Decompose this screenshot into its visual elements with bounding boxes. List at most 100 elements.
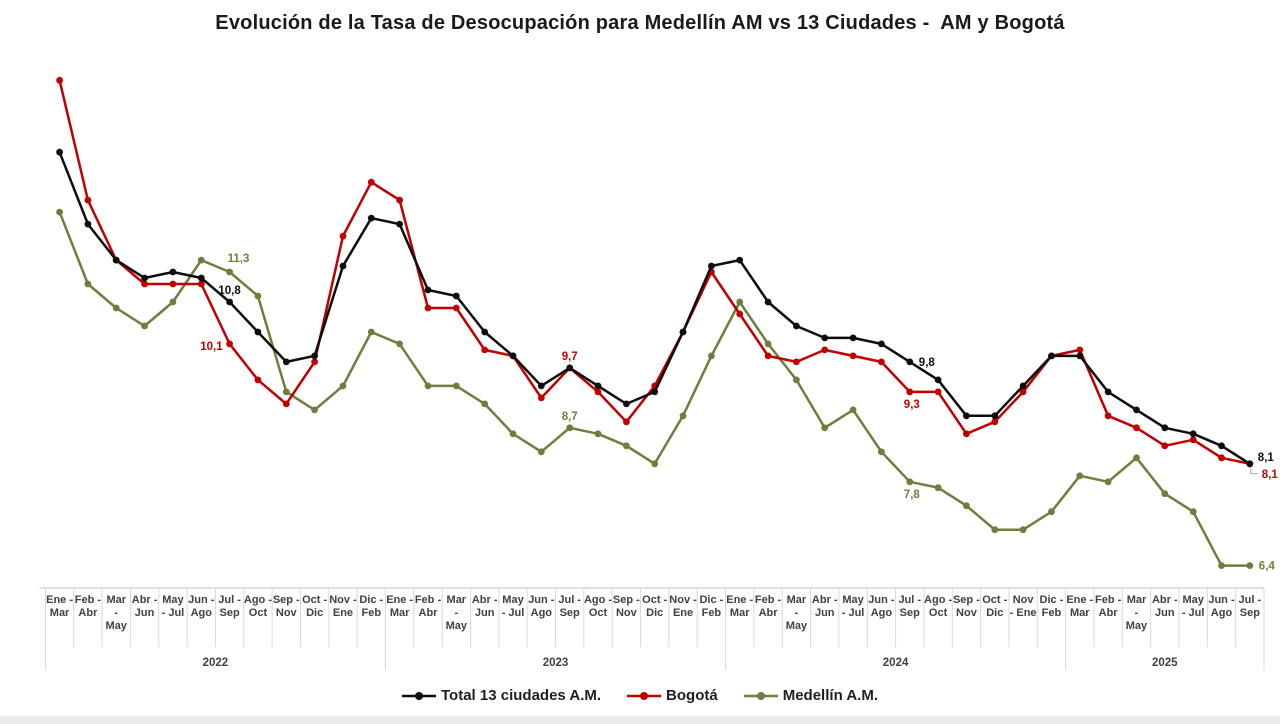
data-point-marker-total-13-ciudades-a-m xyxy=(764,298,772,306)
data-point-marker-medell-n-a-m xyxy=(1246,562,1254,569)
x-axis-category-label: Sep -Nov xyxy=(273,594,300,619)
data-point-marker-total-13-ciudades-a-m xyxy=(112,256,120,264)
data-point-marker-total-13-ciudades-a-m xyxy=(56,148,63,156)
x-axis-category-label: Ene -Mar xyxy=(386,594,413,619)
data-point-marker-total-13-ciudades-a-m xyxy=(537,382,545,390)
data-point-marker-bogot xyxy=(934,388,942,396)
legend-label: Bogotá xyxy=(666,687,718,704)
data-point-marker-bogot xyxy=(764,352,772,360)
data-point-marker-medell-n-a-m xyxy=(679,412,687,420)
data-point-marker-bogot xyxy=(849,352,857,360)
data-point-marker-total-13-ciudades-a-m xyxy=(282,358,290,366)
x-axis-category-label: May - Jul xyxy=(842,594,865,619)
x-axis-category-label: Jun -Ago xyxy=(528,594,555,619)
legend-marker-icon xyxy=(743,691,778,700)
data-point-marker-medell-n-a-m xyxy=(56,208,63,216)
x-axis-category-label: Mar -May xyxy=(1126,594,1148,632)
data-point-marker-bogot xyxy=(991,418,999,426)
data-point-marker-medell-n-a-m xyxy=(396,340,403,348)
data-point-marker-medell-n-a-m xyxy=(878,448,885,456)
x-axis-category-label: Dic -Feb xyxy=(1040,594,1064,619)
x-axis-category-label: Nov - Ene xyxy=(1010,594,1037,619)
chart-legend: Total 13 ciudades A.M. Bogotá Medellín A.M… xyxy=(0,687,1280,704)
data-point-marker-medell-n-a-m xyxy=(367,328,375,336)
legend-item-total-13-ciudades-a-m: Total 13 ciudades A.M. xyxy=(402,687,601,704)
x-axis-category-label: May - Jul xyxy=(1182,594,1205,619)
legend-label: Medellín A.M. xyxy=(782,687,878,704)
x-axis-category-label: Mar -May xyxy=(786,594,808,632)
data-point-marker-total-13-ciudades-a-m xyxy=(509,352,517,360)
x-axis-year-label: 2025 xyxy=(1152,657,1178,669)
data-point-marker-total-13-ciudades-a-m xyxy=(906,358,914,366)
data-point-marker-medell-n-a-m xyxy=(1161,490,1169,498)
x-axis-category-label: May - Jul xyxy=(502,594,525,619)
x-axis-category-label: Ago -Oct xyxy=(244,594,272,619)
data-point-marker-total-13-ciudades-a-m xyxy=(963,412,970,420)
data-point-marker-total-13-ciudades-a-m xyxy=(736,256,744,264)
bottom-strip xyxy=(0,716,1280,724)
data-point-marker-medell-n-a-m xyxy=(339,382,347,390)
data-point-marker-medell-n-a-m xyxy=(197,256,205,264)
x-axis-category-label: Feb -Abr xyxy=(415,594,442,619)
data-point-marker-total-13-ciudades-a-m xyxy=(878,340,885,348)
data-point-marker-medell-n-a-m xyxy=(1189,508,1197,516)
data-label-total-13-ciudades-a-m: 10,8 xyxy=(218,285,241,297)
data-point-marker-bogot xyxy=(906,388,914,396)
x-axis-category-label: May - Jul xyxy=(162,594,185,619)
data-point-marker-total-13-ciudades-a-m xyxy=(651,388,659,396)
x-axis-category-label: Feb -Abr xyxy=(75,594,102,619)
data-point-marker-medell-n-a-m xyxy=(566,424,574,432)
legend-label: Total 13 ciudades A.M. xyxy=(441,687,602,704)
data-point-marker-bogot xyxy=(821,346,829,354)
data-point-marker-total-13-ciudades-a-m xyxy=(367,214,375,222)
data-point-marker-total-13-ciudades-a-m xyxy=(1019,382,1027,390)
data-point-marker-medell-n-a-m xyxy=(452,382,460,390)
data-point-marker-bogot xyxy=(793,358,800,366)
data-point-marker-total-13-ciudades-a-m xyxy=(141,274,149,282)
x-axis-category-label: Feb -Abr xyxy=(755,594,782,619)
data-point-marker-bogot xyxy=(254,376,262,384)
data-point-marker-medell-n-a-m xyxy=(282,388,290,396)
data-point-marker-medell-n-a-m xyxy=(1104,478,1112,486)
x-axis-category-label: Nov -Ene xyxy=(329,594,357,619)
x-axis-category-label: Ago -Oct xyxy=(584,594,612,619)
data-point-marker-bogot xyxy=(623,418,630,426)
data-point-marker-bogot xyxy=(1076,346,1084,354)
data-point-marker-total-13-ciudades-a-m xyxy=(1246,460,1254,468)
data-point-marker-bogot xyxy=(367,178,375,186)
data-point-marker-medell-n-a-m xyxy=(1019,526,1027,534)
x-axis-category-label: Mar -May xyxy=(446,594,468,632)
data-point-marker-total-13-ciudades-a-m xyxy=(84,220,92,228)
x-axis-category-label: Sep -Nov xyxy=(953,594,980,619)
data-point-marker-bogot xyxy=(736,310,744,318)
data-point-marker-total-13-ciudades-a-m xyxy=(339,262,347,270)
data-point-marker-medell-n-a-m xyxy=(623,442,630,450)
x-axis-category-label: Oct -Dic xyxy=(982,594,1007,619)
x-axis-category-label: Nov -Ene xyxy=(669,594,697,619)
data-point-marker-bogot xyxy=(396,196,403,204)
x-axis-category-label: Sep -Nov xyxy=(613,594,640,619)
x-axis-category-label: Jul -Sep xyxy=(558,594,581,619)
data-label-leader-line xyxy=(1250,467,1258,475)
data-point-marker-medell-n-a-m xyxy=(84,280,92,288)
data-label-total-13-ciudades-a-m: 9,8 xyxy=(919,357,936,369)
data-point-marker-total-13-ciudades-a-m xyxy=(396,220,403,228)
x-axis-category-label: Oct -Dic xyxy=(642,594,667,619)
data-point-marker-total-13-ciudades-a-m xyxy=(594,382,602,390)
data-label-bogot: 10,1 xyxy=(200,341,223,353)
data-point-marker-medell-n-a-m xyxy=(254,292,262,300)
data-point-marker-medell-n-a-m xyxy=(793,376,800,384)
data-point-marker-total-13-ciudades-a-m xyxy=(566,364,574,372)
data-point-marker-total-13-ciudades-a-m xyxy=(849,334,857,342)
data-point-marker-medell-n-a-m xyxy=(991,526,999,534)
data-label-bogot: 8,1 xyxy=(1262,469,1279,481)
data-point-marker-bogot xyxy=(537,394,545,402)
data-point-marker-medell-n-a-m xyxy=(906,478,914,486)
data-point-marker-medell-n-a-m xyxy=(963,502,970,510)
data-label-medell-n-a-m: 6,4 xyxy=(1259,561,1276,573)
data-point-marker-total-13-ciudades-a-m xyxy=(991,412,999,420)
data-point-marker-total-13-ciudades-a-m xyxy=(481,328,489,336)
data-point-marker-bogot xyxy=(878,358,885,366)
